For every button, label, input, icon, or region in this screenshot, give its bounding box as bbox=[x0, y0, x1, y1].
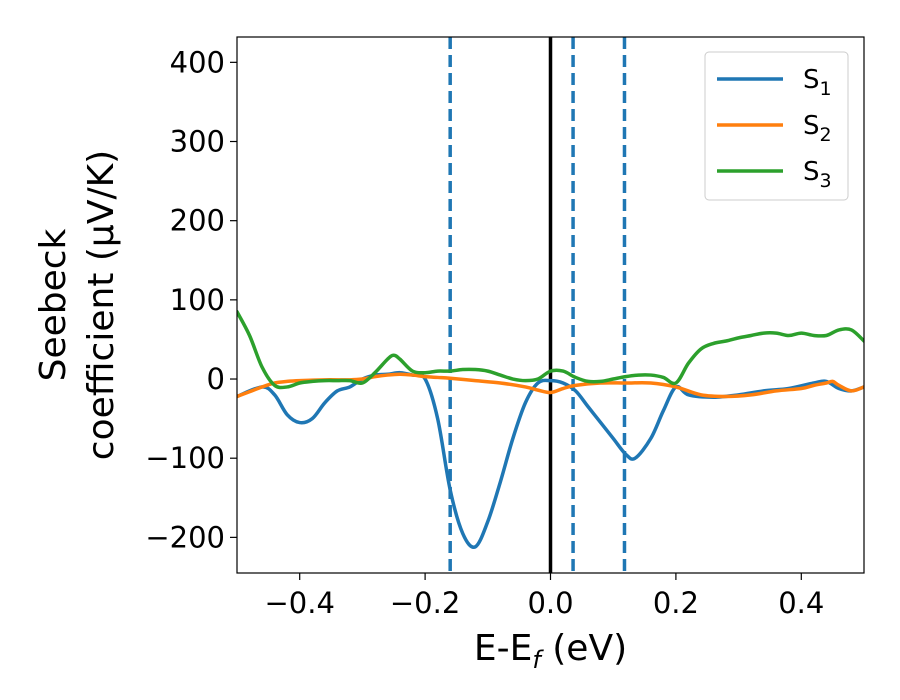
x-axis-title-unit: (eV) bbox=[541, 628, 627, 669]
x-axis-title-main: E-E bbox=[474, 628, 532, 669]
vertical-reference-lines bbox=[448, 37, 627, 573]
x-tick-label: 0.2 bbox=[653, 586, 699, 620]
legend-label: S2 bbox=[803, 111, 832, 146]
y-tick-label: 200 bbox=[170, 204, 225, 238]
y-tick-label: 0 bbox=[207, 362, 225, 396]
y-axis-title-line1: Seebeck bbox=[33, 228, 74, 381]
series-layer bbox=[237, 309, 864, 549]
x-tick-label: 0.0 bbox=[527, 586, 573, 620]
legend-label: S1 bbox=[803, 65, 832, 100]
x-tick-label: −0.4 bbox=[264, 586, 334, 620]
y-tick-label: 400 bbox=[170, 45, 225, 79]
legend: S1 S2 S3 bbox=[704, 51, 849, 201]
y-axis-title-line2: coefficient (μV/K) bbox=[81, 150, 122, 460]
legend-label: S3 bbox=[803, 157, 832, 192]
x-tick-label: 0.4 bbox=[778, 586, 824, 620]
series-line-s3 bbox=[237, 309, 864, 390]
y-tick-label: 100 bbox=[170, 283, 225, 317]
legend-item-s3: S3 bbox=[717, 157, 832, 192]
legend-item-s1: S1 bbox=[717, 65, 832, 100]
x-axis: −0.4 −0.2 0.0 0.2 0.4 bbox=[264, 573, 824, 620]
y-tick-label: −100 bbox=[145, 441, 225, 475]
legend-item-s2: S2 bbox=[717, 111, 832, 146]
y-tick-label: 300 bbox=[170, 125, 225, 159]
y-tick-label: −200 bbox=[145, 520, 225, 554]
x-tick-label: −0.2 bbox=[390, 586, 460, 620]
x-axis-title: E-Ef (eV) bbox=[474, 628, 627, 674]
y-axis: −200 −100 0 100 200 300 400 bbox=[145, 45, 237, 554]
